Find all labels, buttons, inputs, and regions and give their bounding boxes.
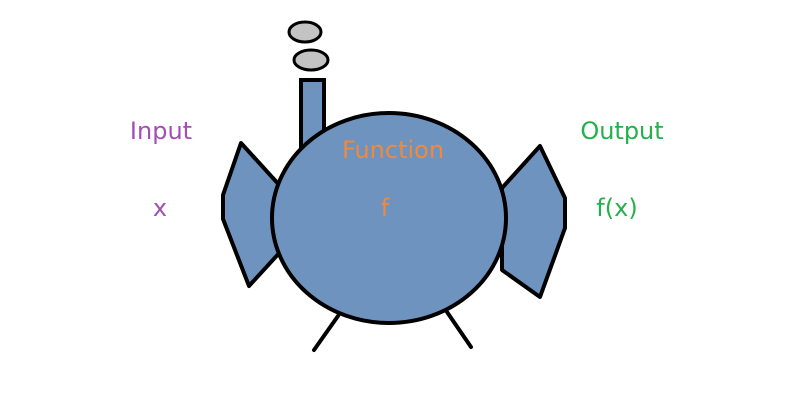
function-title: Function	[342, 136, 444, 164]
function-variable: f	[381, 194, 390, 222]
input-title: Input	[130, 117, 192, 145]
smoke-puff-top	[287, 20, 323, 44]
output-variable: f(x)	[596, 194, 637, 222]
right-leg	[445, 310, 473, 349]
output-title: Output	[580, 117, 663, 145]
output-funnel	[500, 144, 567, 299]
function-body	[270, 111, 508, 325]
left-leg	[312, 314, 340, 352]
input-variable: x	[153, 194, 167, 222]
smoke-puff-bottom	[292, 48, 330, 72]
